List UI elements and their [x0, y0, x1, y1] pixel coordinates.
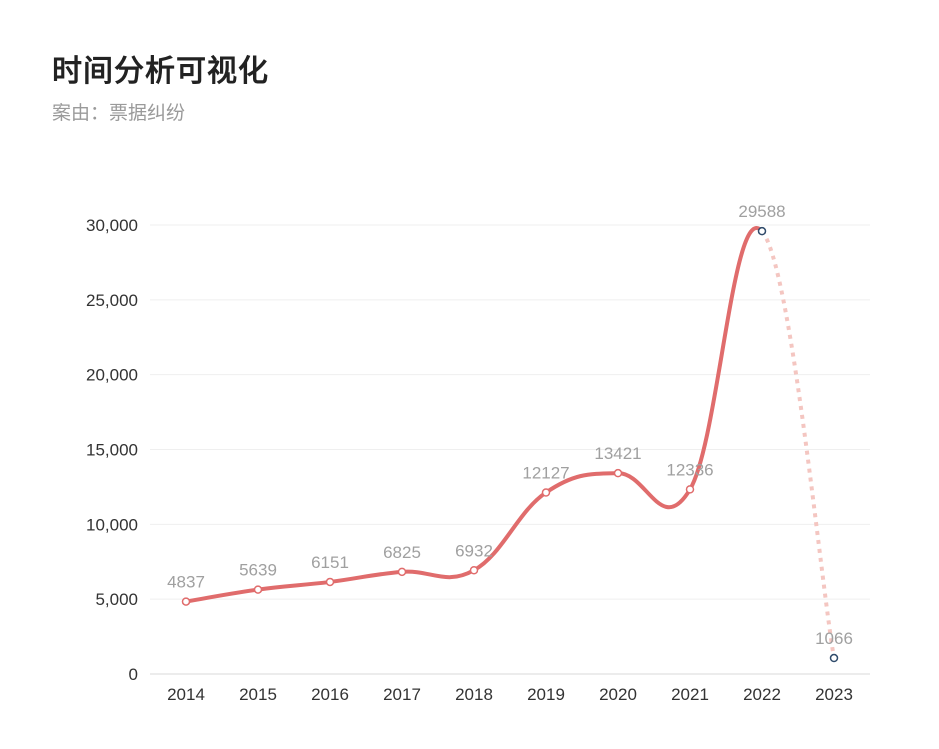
data-label: 6151	[311, 553, 349, 572]
y-tick-label: 15,000	[86, 441, 138, 460]
subtitle-value: 票据纠纷	[109, 102, 186, 124]
data-point	[325, 577, 335, 587]
data-point	[397, 567, 407, 577]
x-tick-label: 2020	[599, 685, 637, 704]
x-tick-label: 2018	[455, 685, 493, 704]
data-label: 12127	[522, 463, 569, 482]
y-tick-label: 30,000	[86, 216, 138, 235]
data-point	[253, 585, 263, 594]
data-point	[541, 488, 551, 497]
y-tick-label: 5,000	[95, 590, 138, 609]
data-label: 5639	[239, 561, 277, 580]
data-point	[181, 597, 191, 606]
x-tick-label: 2016	[311, 685, 349, 704]
data-point	[685, 485, 695, 494]
subtitle-prefix: 案由：	[52, 102, 110, 124]
data-point	[613, 468, 623, 478]
y-tick-label: 0	[129, 665, 138, 684]
page-title: 时间分析可视化	[52, 54, 269, 89]
y-tick-label: 10,000	[86, 515, 138, 534]
page-subtitle: 案由：票据纠纷	[52, 98, 185, 125]
data-label: 6932	[455, 541, 493, 560]
data-label: 6825	[383, 543, 421, 562]
x-tick-label: 2015	[239, 685, 277, 704]
series-line	[184, 226, 764, 604]
data-point	[469, 566, 479, 575]
y-tick-label: 20,000	[86, 366, 138, 385]
x-tick-label: 2023	[815, 685, 853, 704]
data-label: 29588	[738, 202, 785, 221]
series-line-dashed	[760, 229, 836, 659]
data-label: 12336	[666, 460, 713, 479]
y-tick-label: 25,000	[86, 291, 138, 310]
data-point	[757, 226, 767, 236]
data-point	[829, 653, 839, 663]
x-tick-label: 2019	[527, 685, 565, 704]
x-tick-label: 2022	[743, 685, 781, 704]
data-label: 4837	[167, 573, 205, 592]
x-tick-label: 2017	[383, 685, 421, 704]
data-label: 13421	[594, 444, 641, 463]
x-tick-label: 2014	[167, 685, 205, 704]
x-tick-label: 2021	[671, 685, 709, 704]
data-label: 1066	[815, 629, 853, 648]
